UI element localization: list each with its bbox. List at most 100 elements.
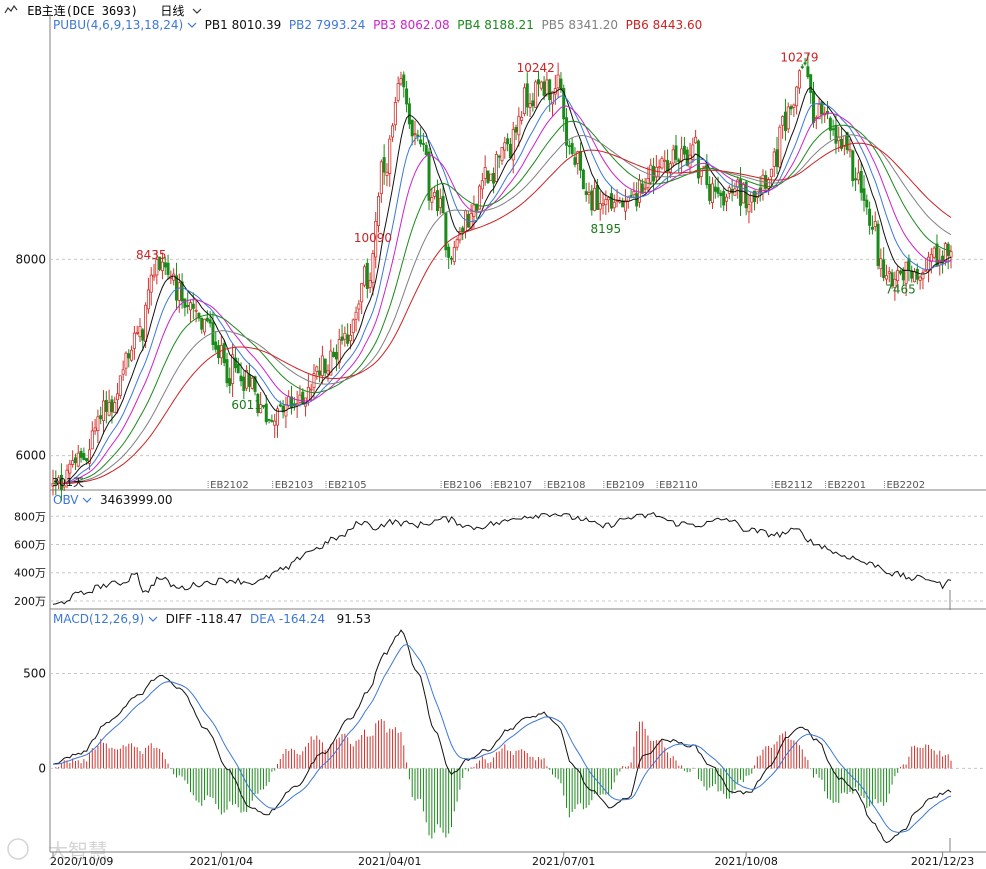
- candle-body: [116, 393, 120, 401]
- candle-body: [632, 190, 636, 196]
- candle-body: [750, 191, 754, 203]
- candle-body: [828, 117, 832, 131]
- candle-body: [685, 149, 689, 166]
- candle-body: [876, 223, 880, 266]
- candle-body: [612, 201, 616, 209]
- pubu-line-pb1: [58, 86, 952, 485]
- candle-body: [898, 270, 902, 274]
- pubu-line-pb4: [58, 120, 952, 484]
- chevron-down-icon[interactable]: [82, 493, 92, 507]
- candle-body: [141, 329, 145, 341]
- candle-body: [385, 171, 389, 176]
- candle-body: [486, 170, 490, 183]
- period-label[interactable]: 日线: [160, 4, 185, 18]
- candle-body: [222, 343, 226, 364]
- candle-body: [576, 151, 580, 164]
- candle-body: [927, 256, 931, 271]
- candle-body: [337, 339, 341, 364]
- pb2-legend: PB2 7993.24: [288, 18, 366, 32]
- candle-body: [449, 257, 453, 260]
- candle-body: [242, 376, 246, 391]
- y-tick-label-obv: 600万: [14, 539, 46, 552]
- candle-body: [901, 269, 905, 281]
- chart-type-icon[interactable]: [4, 4, 20, 18]
- candle-body: [200, 317, 204, 330]
- candle-body: [430, 197, 434, 203]
- candle-body: [278, 404, 282, 407]
- candle-body: [817, 103, 821, 120]
- contract-label: EB2201: [828, 480, 867, 491]
- candle-body: [694, 136, 698, 144]
- candle-body: [795, 86, 799, 107]
- candle-body: [705, 164, 709, 186]
- candle-body: [253, 376, 257, 392]
- candle-body: [870, 226, 874, 230]
- candle-body: [536, 79, 540, 85]
- candle-body: [452, 247, 456, 263]
- candle-body: [267, 418, 271, 421]
- candle-body: [110, 399, 114, 413]
- macd-indicator-label[interactable]: MACD(12,26,9): [53, 612, 145, 626]
- candle-body: [186, 304, 190, 307]
- candle-body: [203, 318, 207, 333]
- obv-indicator-label[interactable]: OBV: [53, 493, 79, 507]
- candle-body: [868, 208, 872, 226]
- candle-body: [301, 391, 305, 404]
- high-annotation: 10090: [354, 231, 392, 245]
- candle-body: [663, 159, 667, 162]
- candle-body: [79, 450, 83, 458]
- contract-label: EB2103: [275, 480, 314, 491]
- candle-body: [534, 81, 538, 108]
- candle-body: [887, 271, 891, 274]
- candle-body: [865, 199, 869, 208]
- low-annotation: 8195: [591, 222, 622, 236]
- candle-body: [915, 268, 919, 280]
- candle-body: [405, 88, 409, 105]
- candle-body: [270, 420, 274, 422]
- candle-body: [722, 191, 726, 206]
- contract-label: EB2102: [210, 480, 249, 491]
- candle-body: [657, 166, 661, 169]
- chevron-down-icon[interactable]: [187, 18, 197, 32]
- candle-body: [329, 350, 333, 376]
- candle-body: [424, 144, 428, 156]
- candle-body: [365, 262, 369, 289]
- candle-body: [803, 62, 807, 65]
- candle-body: [225, 359, 229, 384]
- candle-body: [506, 138, 510, 145]
- candle-body: [520, 116, 524, 121]
- date-label: 2021/07/01: [532, 855, 595, 868]
- y-tick-label-price: 6000: [15, 449, 46, 463]
- candle-body: [710, 183, 714, 204]
- date-label: 2021/04/01: [358, 855, 421, 868]
- candle-body: [949, 251, 953, 258]
- candle-body: [859, 170, 863, 193]
- candle-body: [910, 270, 914, 279]
- candle-body: [590, 190, 594, 211]
- candle-body: [287, 396, 291, 407]
- candle-body: [688, 154, 692, 168]
- candle-body: [306, 387, 310, 401]
- chevron-down-icon[interactable]: [148, 612, 158, 626]
- candle-body: [643, 187, 647, 190]
- candle-body: [483, 167, 487, 179]
- y-tick-label-obv: 400万: [14, 567, 46, 580]
- candle-body: [500, 147, 504, 162]
- candle-body: [708, 183, 712, 201]
- candle-body: [806, 66, 810, 78]
- candle-body: [607, 197, 611, 201]
- dea-line: [52, 644, 952, 833]
- candle-body: [595, 185, 599, 210]
- candle-body: [480, 180, 484, 190]
- candle-body: [890, 272, 894, 287]
- candle-body: [332, 351, 336, 357]
- contract-label: EB2112: [774, 480, 813, 491]
- pubu-indicator-label[interactable]: PUBU(4,6,9,13,18,24): [53, 18, 184, 32]
- candle-body: [744, 181, 748, 209]
- candle-body: [340, 336, 344, 341]
- candle-body: [840, 138, 844, 149]
- candle-body: [778, 126, 782, 168]
- y-tick-label-obv: 800万: [14, 510, 46, 523]
- chevron-down-icon[interactable]: [192, 4, 202, 18]
